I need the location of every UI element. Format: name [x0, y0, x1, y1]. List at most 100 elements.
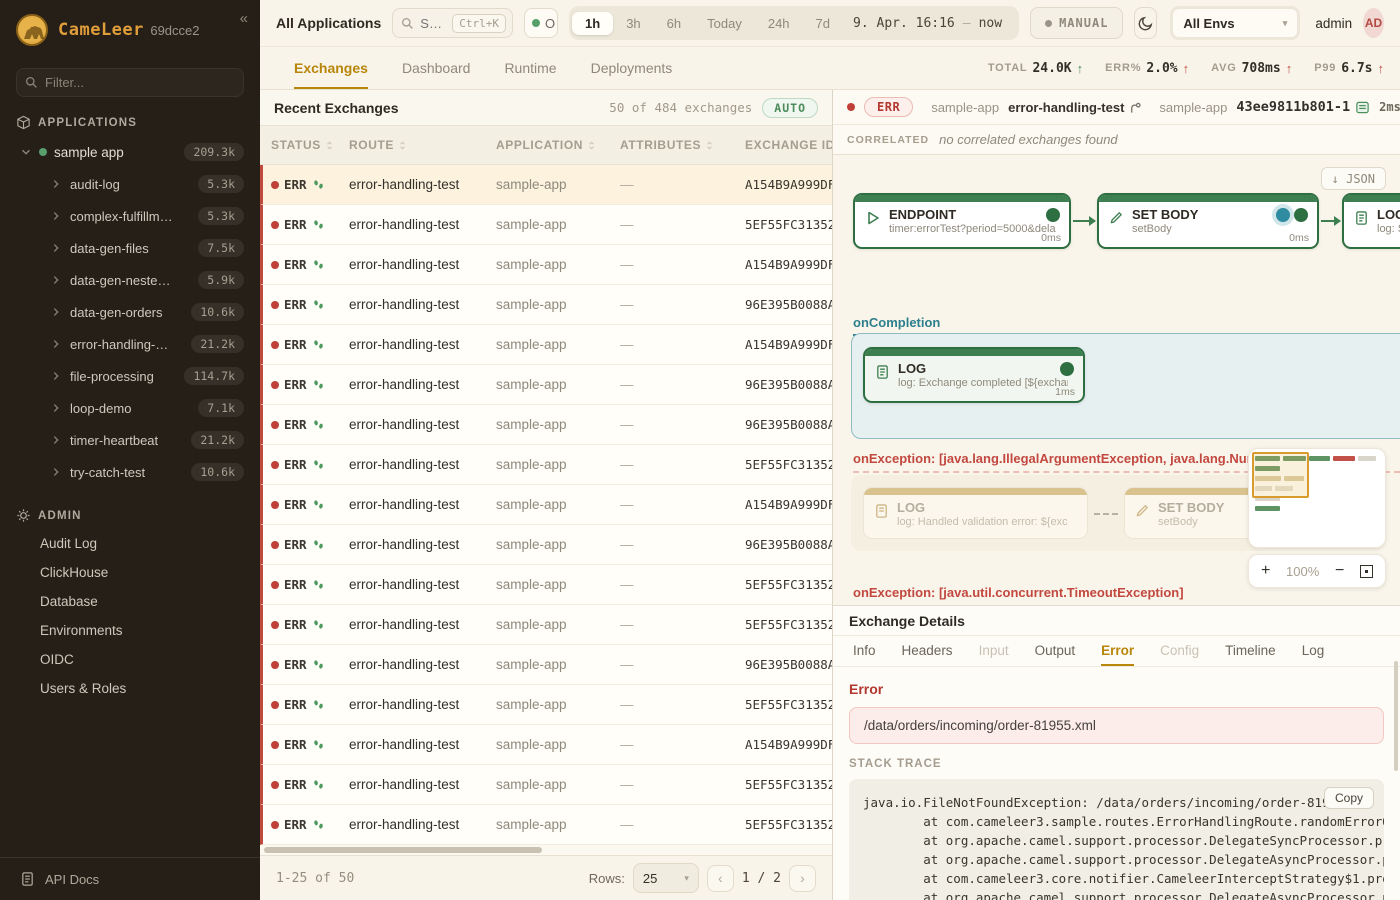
table-row[interactable]: ERR error-handling-test sample-app — 5EF… — [260, 805, 832, 845]
table-row[interactable]: ERR error-handling-test sample-app — 96E… — [260, 525, 832, 565]
copy-button[interactable]: Copy — [1323, 787, 1374, 809]
flow-minimap[interactable] — [1248, 448, 1386, 548]
sidebar-route-item[interactable]: timer-heartbeat 21.2k — [0, 424, 260, 456]
download-json-button[interactable]: ↓ JSON — [1320, 167, 1386, 190]
sidebar-admin-item[interactable]: Database — [40, 594, 98, 609]
table-row[interactable]: ERR error-handling-test sample-app — 96E… — [260, 365, 832, 405]
sidebar-route-item[interactable]: data-gen-orders 10.6k — [0, 296, 260, 328]
online-dot — [532, 19, 541, 27]
sidebar-admin-item[interactable]: Environments — [40, 623, 123, 638]
table-row[interactable]: ERR error-handling-test sample-app — 5EF… — [260, 565, 832, 605]
flow-node-setbody[interactable]: SET BODY setBody 0ms — [1097, 193, 1319, 249]
table-row[interactable]: ERR error-handling-test sample-app — 96E… — [260, 645, 832, 685]
sidebar-item-sample-app[interactable]: sample app 209.3k — [0, 136, 260, 168]
flow-node-endpoint[interactable]: ENDPOINT timer:errorTest?period=5000&del… — [853, 193, 1071, 249]
table-row[interactable]: ERR error-handling-test sample-app — A15… — [260, 485, 832, 525]
next-page-button[interactable]: › — [789, 864, 816, 892]
nav-tab[interactable]: Deployments — [590, 60, 673, 76]
detail-tab[interactable]: Log — [1301, 642, 1325, 658]
global-search[interactable]: Ctrl+K — [392, 8, 514, 38]
range-display[interactable]: 9. Apr. 16:16 – now — [843, 16, 1016, 31]
detail-tab[interactable]: Input — [978, 642, 1009, 658]
detail-tab[interactable]: Headers — [901, 642, 953, 658]
attributes-cell: — — [620, 497, 634, 512]
sidebar-route-item[interactable]: try-catch-test 10.6k — [0, 456, 260, 488]
filter-input[interactable] — [16, 68, 244, 97]
vertical-scrollbar-thumb[interactable] — [1394, 661, 1398, 771]
detail-tab[interactable]: Config — [1160, 642, 1200, 658]
column-header-cell[interactable]: ROUTE — [341, 138, 488, 152]
nav-tab[interactable]: Exchanges — [294, 47, 368, 89]
detail-exchange-id[interactable]: 43ee9811b801-1 — [1236, 99, 1370, 115]
nav-tab[interactable]: Dashboard — [401, 60, 471, 76]
chevron-right-icon — [53, 372, 59, 380]
column-header-cell[interactable]: ATTRIBUTES — [612, 138, 737, 152]
table-row[interactable]: ERR error-handling-test sample-app — 5EF… — [260, 685, 832, 725]
sidebar-admin-item[interactable]: OIDC — [40, 652, 74, 667]
minimap-viewport[interactable] — [1252, 452, 1309, 498]
error-dot — [271, 180, 279, 189]
table-row[interactable]: ERR error-handling-test sample-app — A15… — [260, 245, 832, 285]
table-row[interactable]: ERR error-handling-test sample-app — A15… — [260, 725, 832, 765]
stack-trace-box[interactable]: java.io.FileNotFoundException: /data/ord… — [849, 779, 1384, 900]
status-label: ERR — [284, 817, 307, 832]
range-button[interactable]: 24h — [767, 15, 790, 31]
table-row[interactable]: ERR error-handling-test sample-app — 5EF… — [260, 765, 832, 805]
flow-node-log[interactable]: LOG log: Sta — [1342, 193, 1400, 249]
range-button[interactable]: 6h — [666, 15, 682, 31]
table-row[interactable]: ERR error-handling-test sample-app — 96E… — [260, 405, 832, 445]
api-docs-link[interactable]: API Docs — [0, 857, 260, 900]
sidebar-admin-item[interactable]: Audit Log — [40, 536, 98, 551]
detail-tab[interactable]: Info — [853, 642, 876, 658]
horizontal-scrollbar-thumb[interactable] — [264, 847, 542, 853]
table-row[interactable]: ERR error-handling-test sample-app — 5EF… — [260, 605, 832, 645]
zoom-in-button[interactable]: + — [1261, 562, 1271, 579]
dark-mode-toggle[interactable] — [1134, 7, 1158, 39]
column-header-cell[interactable]: STATUS — [263, 138, 341, 152]
range-button[interactable]: 7d — [815, 15, 831, 31]
footprints-icon — [313, 780, 323, 789]
table-row[interactable]: ERR error-handling-test sample-app — 96E… — [260, 285, 832, 325]
nav-tab[interactable]: Runtime — [504, 60, 557, 76]
search-input[interactable] — [420, 15, 447, 31]
rows-per-page-select[interactable]: 25 ▾ — [632, 863, 699, 893]
table-row[interactable]: ERR error-handling-test sample-app — A15… — [260, 325, 832, 365]
manual-refresh-button[interactable]: MANUAL — [1030, 7, 1124, 39]
sidebar-admin-item[interactable]: Users & Roles — [40, 681, 127, 696]
detail-tab[interactable]: Output — [1034, 642, 1076, 658]
table-row[interactable]: ERR error-handling-test sample-app — A15… — [260, 165, 832, 205]
auto-refresh-badge[interactable]: AUTO — [762, 97, 818, 118]
column-header-cell[interactable]: APPLICATION — [488, 138, 612, 152]
online-indicator[interactable]: O — [524, 8, 559, 38]
range-button[interactable]: 3h — [626, 15, 641, 31]
sidebar-route-item[interactable]: error-handling-… 21.2k — [0, 328, 260, 360]
sidebar-route-item[interactable]: file-processing 114.7k — [0, 360, 260, 392]
status-cell: ERR — [263, 497, 341, 512]
flow-node-completion-log[interactable]: LOG log: Exchange completed [${exchan 1m… — [863, 347, 1085, 403]
column-header-cell[interactable]: EXCHANGE ID — [737, 138, 832, 152]
sidebar-route-item[interactable]: complex-fulfillm… 5.3k — [0, 200, 260, 232]
stat: TOTAL 24.0K ↑ — [988, 61, 1083, 76]
detail-route[interactable]: error-handling-test — [1008, 100, 1142, 115]
range-button[interactable]: Today — [707, 15, 742, 31]
table-row[interactable]: ERR error-handling-test sample-app — 5EF… — [260, 205, 832, 245]
sidebar-route-item[interactable]: loop-demo 7.1k — [0, 392, 260, 424]
range-button[interactable]: 1h — [572, 11, 614, 35]
fit-view-icon[interactable] — [1360, 564, 1373, 578]
detail-tab[interactable]: Timeline — [1225, 642, 1276, 658]
table-row[interactable]: ERR error-handling-test sample-app — 5EF… — [260, 445, 832, 485]
range-from: 9. Apr. 16:16 — [853, 15, 955, 31]
detail-tab[interactable]: Error — [1101, 636, 1135, 666]
zoom-out-button[interactable]: − — [1334, 562, 1345, 579]
env-select[interactable]: All Envs ▾ — [1170, 6, 1301, 40]
sidebar-collapse-icon[interactable]: « — [239, 10, 248, 27]
flow-node-exception-log[interactable]: LOG log: Handled validation error: ${exc… — [863, 487, 1088, 539]
exchange-id-value: 43ee9811b801-1 — [1236, 99, 1351, 115]
sidebar-admin-item[interactable]: ClickHouse — [40, 565, 109, 580]
sidebar-route-item[interactable]: data-gen-files 7.5k — [0, 232, 260, 264]
sidebar-route-item[interactable]: audit-log 5.3k — [0, 168, 260, 200]
prev-page-button[interactable]: ‹ — [706, 864, 734, 892]
avatar[interactable]: AD — [1363, 8, 1384, 38]
route-flow-canvas[interactable]: ↓ JSON ENDPOINT timer:errorTest?period=5… — [833, 155, 1400, 605]
sidebar-route-item[interactable]: data-gen-neste… 5.9k — [0, 264, 260, 296]
